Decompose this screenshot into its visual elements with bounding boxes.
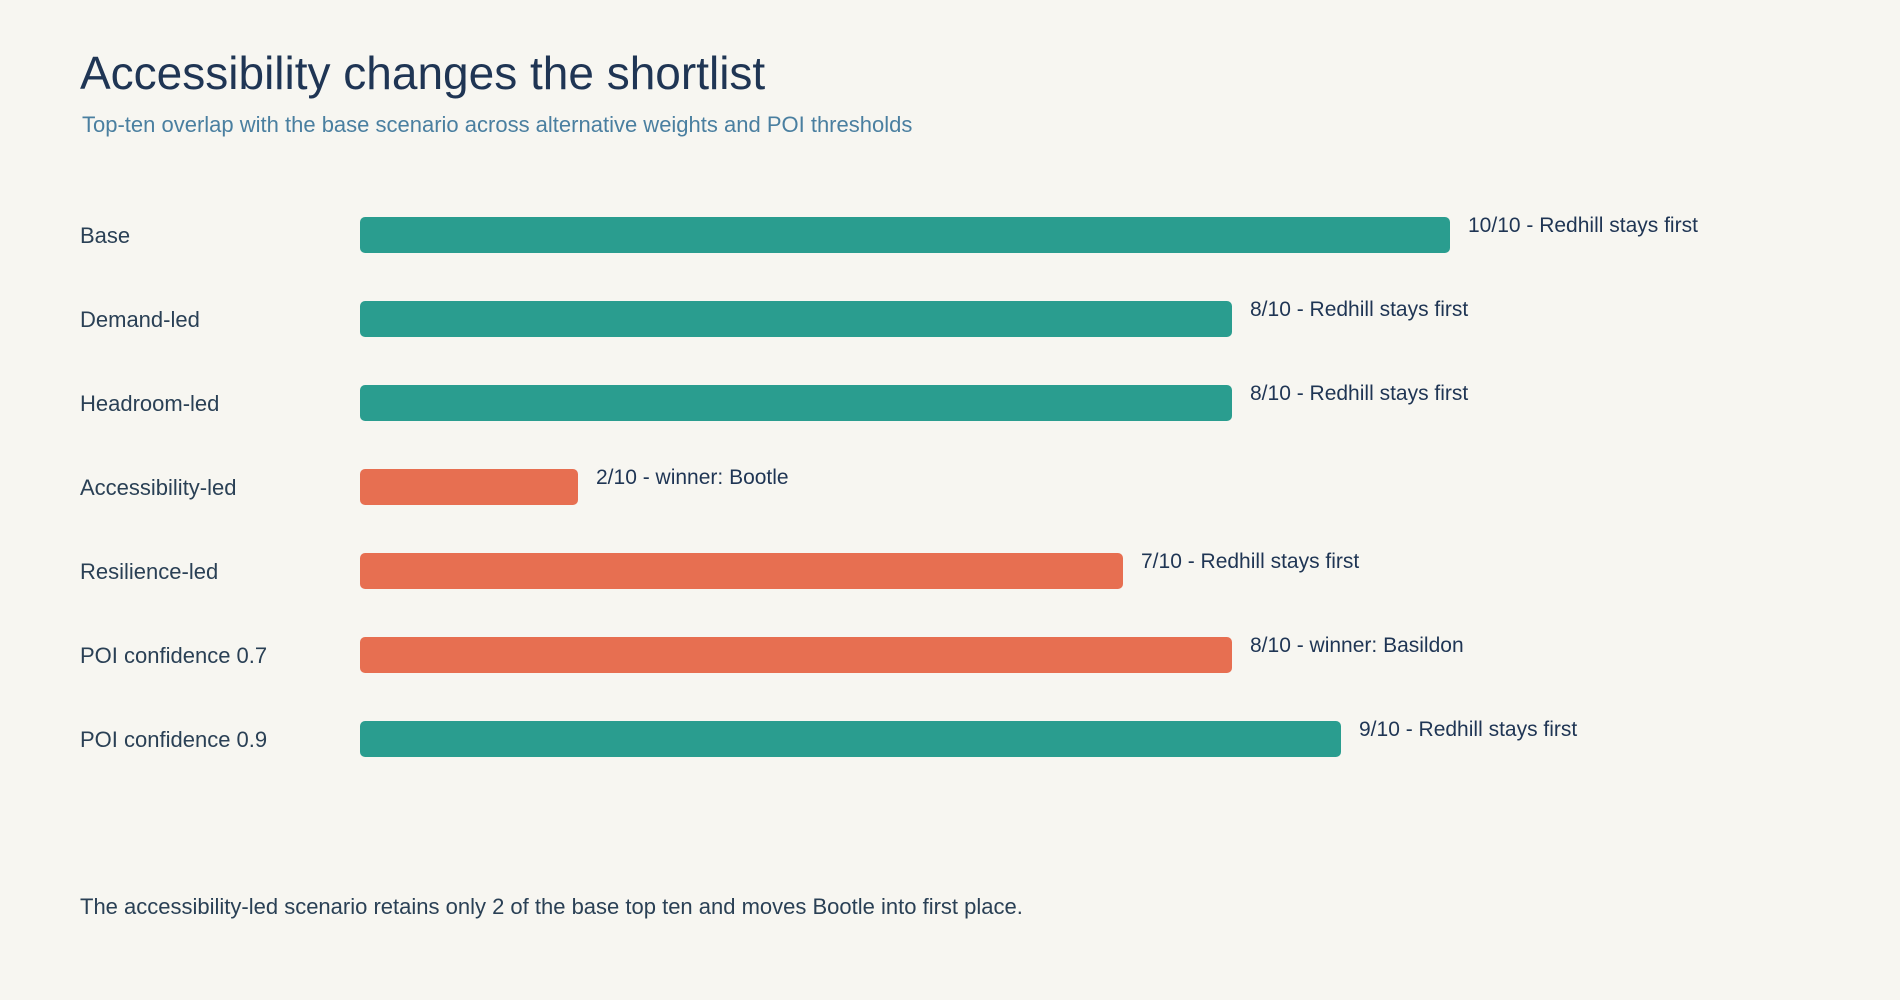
bar <box>360 469 578 505</box>
data-label: 7/10 - Redhill stays first <box>1141 550 1359 573</box>
category-label: Resilience-led <box>80 559 218 584</box>
category-label: Headroom-led <box>80 391 219 416</box>
bar <box>360 553 1123 589</box>
bar <box>360 217 1450 253</box>
bar <box>360 385 1232 421</box>
category-label: POI confidence 0.7 <box>80 643 267 668</box>
data-label: 8/10 - winner: Basildon <box>1250 634 1464 657</box>
data-label: 9/10 - Redhill stays first <box>1359 718 1577 741</box>
category-label: Accessibility-led <box>80 475 237 500</box>
chart-footnote: The accessibility-led scenario retains o… <box>80 894 1023 919</box>
page-subtitle: Top-ten overlap with the base scenario a… <box>82 112 913 137</box>
bar <box>360 721 1341 757</box>
bar <box>360 637 1232 673</box>
overlap-bar-chart: Base 10/10 - Redhill stays first Demand-le… <box>80 214 1698 757</box>
data-label: 8/10 - Redhill stays first <box>1250 298 1468 321</box>
data-label: 8/10 - Redhill stays first <box>1250 382 1468 405</box>
bar <box>360 301 1232 337</box>
page-title: Accessibility changes the shortlist <box>80 47 766 99</box>
data-label: 10/10 - Redhill stays first <box>1468 214 1698 237</box>
category-label: Base <box>80 223 130 248</box>
data-label: 2/10 - winner: Bootle <box>596 466 789 489</box>
category-label: POI confidence 0.9 <box>80 727 267 752</box>
category-label: Demand-led <box>80 307 200 332</box>
